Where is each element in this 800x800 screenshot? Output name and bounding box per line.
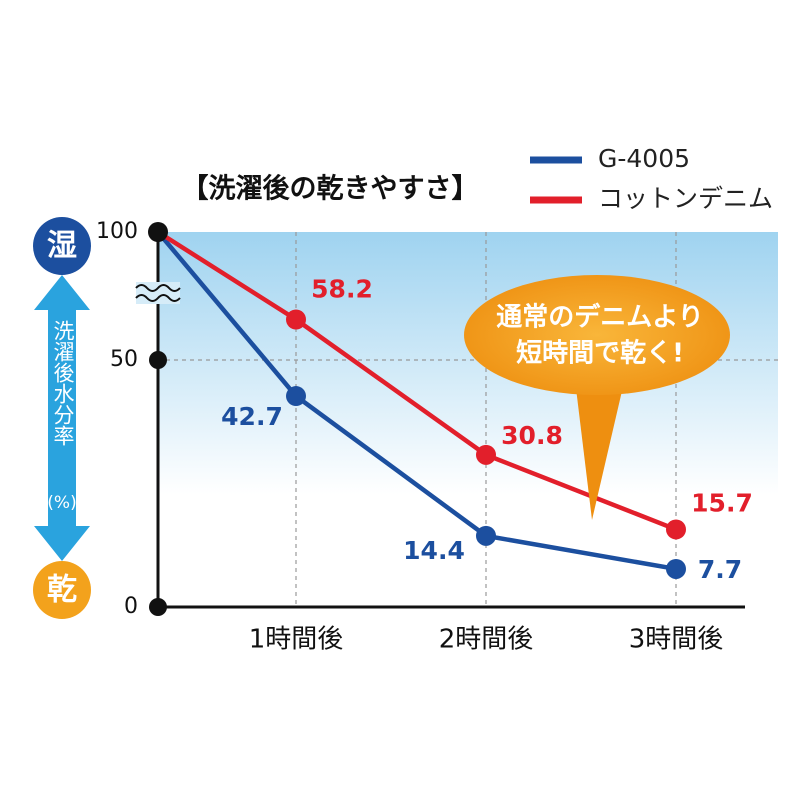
data-point: [286, 386, 306, 407]
plot: 42.7 14.4 7.7 58.2 30.8 15.7: [148, 222, 753, 616]
data-point: [286, 309, 306, 330]
chart-title: 【洗濯後の乾きやすさ】: [182, 174, 479, 205]
data-label: 30.8: [501, 421, 563, 450]
series-line: [156, 230, 677, 572]
y-tick-dot: [149, 598, 167, 616]
data-point: [476, 444, 496, 465]
legend-label: G-4005: [598, 144, 690, 173]
callout-line: 通常のデニムより: [496, 302, 703, 333]
axis-break: [135, 282, 181, 304]
callout-line: 短時間で乾く!: [516, 339, 684, 369]
y-tick-label: 0: [124, 594, 138, 619]
dry-label: 乾: [47, 573, 77, 608]
y-axis-unit: (%): [47, 493, 76, 513]
callout: 通常のデニムより 短時間で乾く!: [464, 275, 730, 520]
y-tick-label: 50: [110, 347, 138, 372]
data-point: [666, 519, 686, 540]
y-axis-arrow: [34, 275, 90, 561]
y-axis-label: 洗濯後水分率: [51, 320, 75, 446]
wet-label: 湿: [47, 229, 77, 264]
data-label: 42.7: [221, 402, 283, 431]
legend-label: コットンデニム: [598, 184, 773, 213]
data-point: [666, 558, 686, 579]
data-label: 7.7: [698, 555, 742, 584]
x-tick-label: 2時間後: [439, 625, 534, 655]
y-tick-label: 100: [96, 219, 138, 244]
data-label: 14.4: [403, 536, 465, 565]
data-point: [476, 525, 496, 546]
start-point: [148, 222, 168, 242]
data-label: 58.2: [311, 274, 373, 303]
wet-badge: [33, 217, 91, 275]
series-line: [156, 230, 677, 532]
y-tick-dot: [149, 351, 167, 369]
data-label: 15.7: [691, 488, 753, 517]
legend: G-4005 コットンデニム: [530, 144, 773, 213]
x-tick-label: 1時間後: [249, 625, 344, 655]
dry-badge: [33, 561, 91, 619]
x-tick-label: 3時間後: [629, 625, 724, 655]
